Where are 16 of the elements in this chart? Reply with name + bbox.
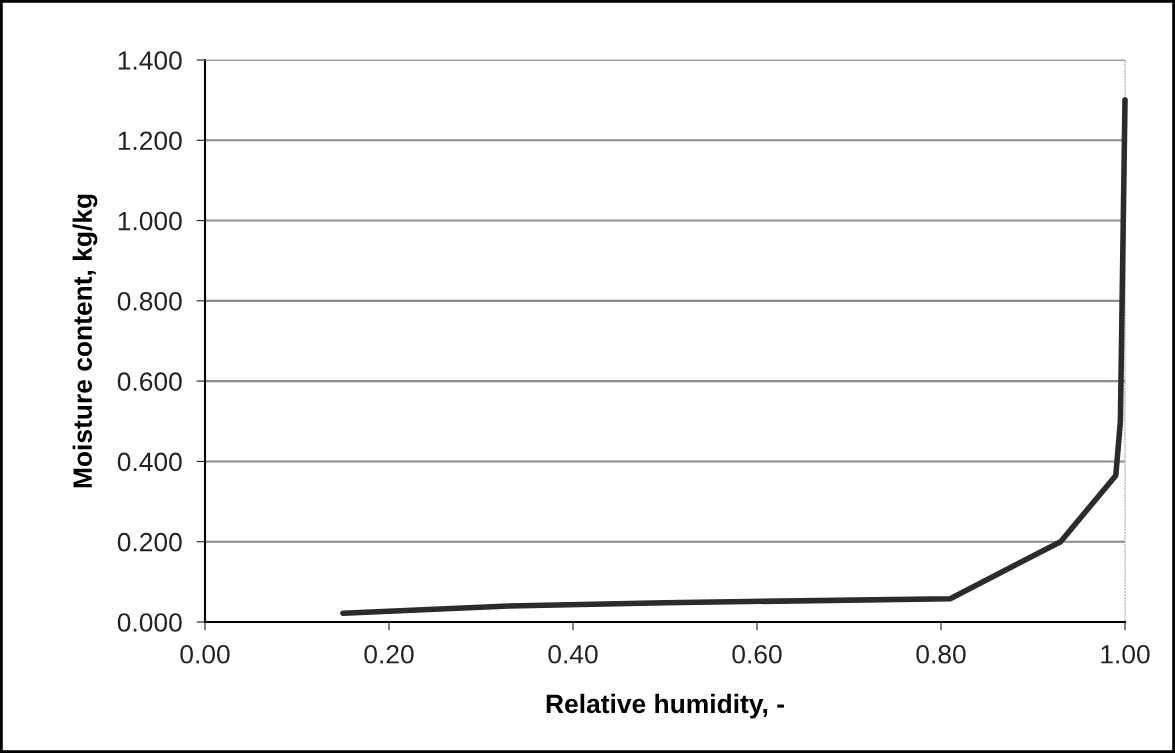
- y-tick-label: 1.200: [118, 131, 182, 151]
- x-tick-label: 0.00: [180, 644, 230, 664]
- x-tick-label: 0.20: [364, 644, 414, 664]
- y-tick-label: 0.800: [117, 291, 182, 311]
- x-tick-label: 0.80: [916, 644, 966, 664]
- x-tick-label: 1.00: [1101, 644, 1150, 664]
- x-tick-label: 0.40: [548, 644, 598, 664]
- x-tick-label: 0.60: [732, 644, 782, 664]
- y-tick-label: 0.200: [117, 532, 182, 552]
- y-tick-label: 0.600: [117, 372, 182, 391]
- y-axis-title: Moisture content, kg/kg: [72, 194, 98, 488]
- y-tick-label: 0.400: [117, 452, 182, 472]
- x-axis-title: Relative humidity, -: [546, 693, 784, 719]
- y-tick-label: 1.000: [118, 211, 182, 231]
- y-tick-label: 1.400: [118, 51, 182, 70]
- y-tick-label: 0.000: [117, 613, 182, 632]
